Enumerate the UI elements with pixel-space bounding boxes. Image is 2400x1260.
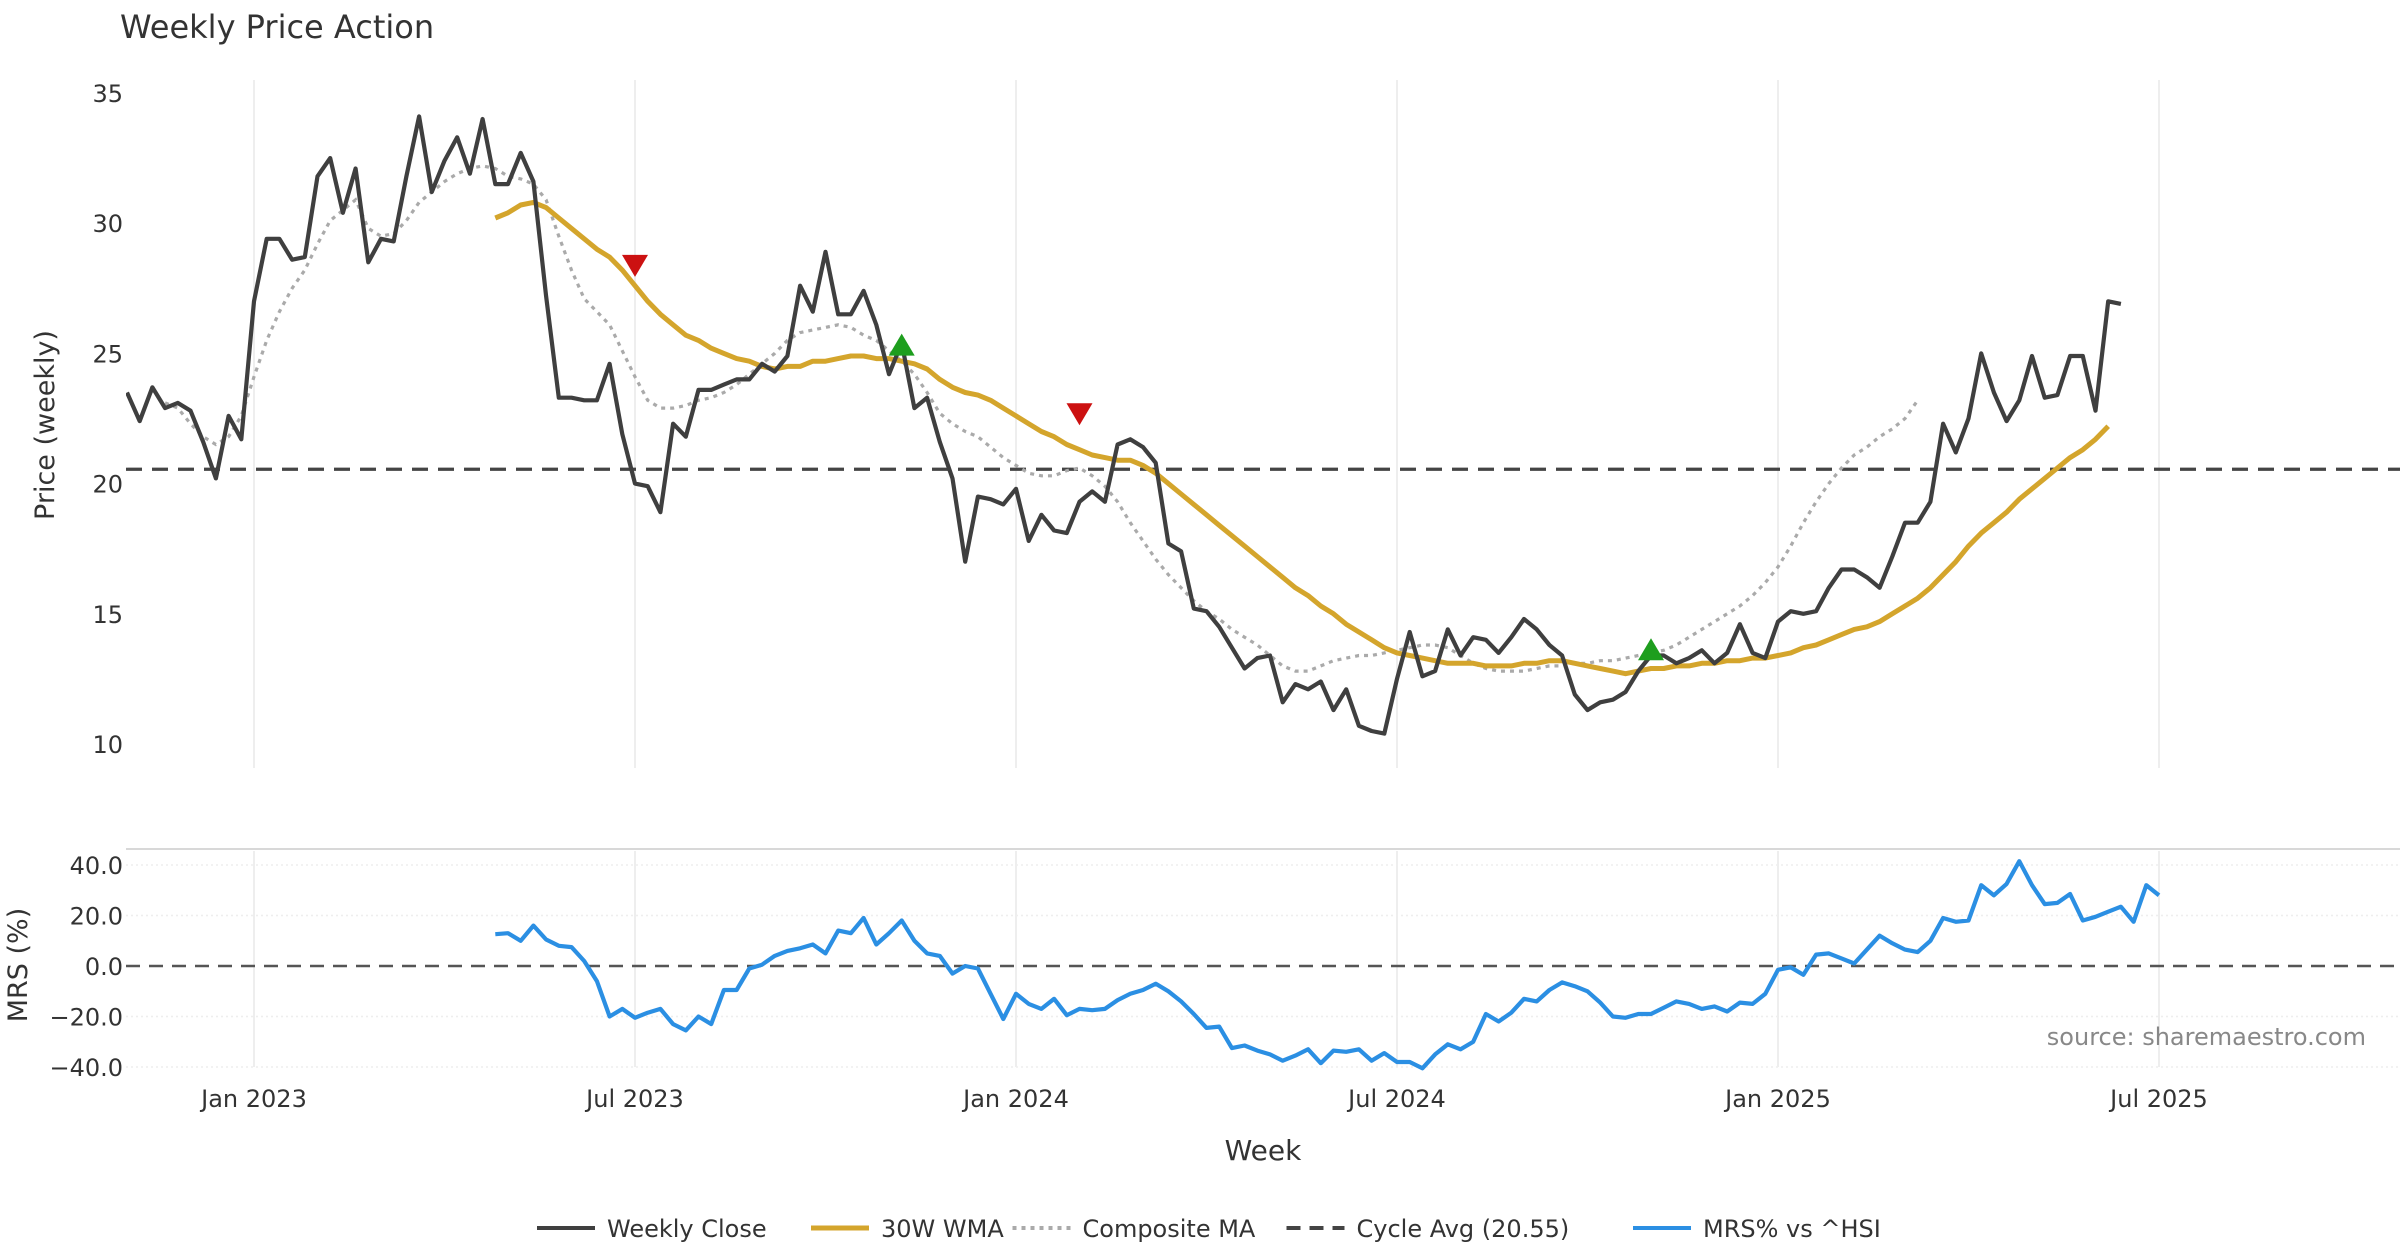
- price-y-ticks: 10 15 20 25 30 35: [92, 80, 123, 759]
- legend-item: MRS% vs ^HSI: [1633, 1215, 1881, 1243]
- x-tick-label: Jul 2024: [1346, 1085, 1446, 1113]
- composite-ma-line: [164, 164, 1920, 673]
- wma-30w-line: [494, 199, 2110, 677]
- mrs-line: [495, 859, 2161, 1071]
- mrs-y-tick-label: −40.0: [49, 1054, 123, 1082]
- legend-item: Weekly Close: [537, 1215, 767, 1243]
- price-y-tick-label: 30: [92, 210, 123, 238]
- legend-label: MRS% vs ^HSI: [1703, 1215, 1881, 1243]
- x-axis-label: Week: [1225, 1134, 1302, 1167]
- legend: Weekly Close 30W WMA Composite MA Cycle Avg…: [537, 1215, 1881, 1243]
- mrs-y-ticks: 40.0 20.0 0.0 −20.0 −40.0: [49, 852, 123, 1082]
- source-label: source: sharemaestro.com: [2047, 1023, 2366, 1051]
- mrs-y-tick-label: −20.0: [49, 1004, 123, 1032]
- sell-signal-marker: [1066, 403, 1093, 426]
- mrs-panel-grid: [126, 851, 2400, 1068]
- x-tick-label: Jan 2024: [961, 1085, 1069, 1113]
- legend-label: 30W WMA: [881, 1215, 1004, 1243]
- price-y-axis-label: Price (weekly): [30, 330, 61, 520]
- x-tick-label: Jul 2025: [2108, 1085, 2208, 1113]
- legend-label: Cycle Avg (20.55): [1357, 1215, 1570, 1243]
- price-y-tick-label: 35: [92, 80, 123, 108]
- legend-label: Composite MA: [1083, 1215, 1256, 1243]
- weekly-close-line: [126, 114, 2122, 736]
- legend-item: Composite MA: [1012, 1215, 1256, 1243]
- x-tick-label: Jul 2023: [584, 1085, 684, 1113]
- price-y-tick-label: 25: [92, 340, 123, 368]
- signal-markers: [622, 254, 1664, 661]
- price-y-tick-label: 15: [92, 601, 123, 629]
- mrs-y-tick-label: 0.0: [85, 953, 123, 981]
- x-axis-ticks: Jan 2023 Jul 2023 Jan 2024 Jul 2024 Jan 2025…: [199, 1085, 2208, 1113]
- sell-signal-marker: [622, 254, 648, 277]
- x-tick-label: Jan 2023: [199, 1085, 307, 1113]
- price-y-tick-label: 10: [92, 731, 123, 759]
- buy-signal-marker: [888, 333, 915, 356]
- legend-label: Weekly Close: [607, 1215, 767, 1243]
- chart-title: Weekly Price Action: [120, 8, 434, 46]
- mrs-y-tick-label: 40.0: [70, 852, 123, 880]
- mrs-y-axis-label: MRS (%): [3, 908, 34, 1023]
- price-panel-grid: [253, 80, 2160, 768]
- price-y-tick-label: 20: [92, 471, 123, 499]
- x-tick-label: Jan 2025: [1723, 1085, 1831, 1113]
- legend-item: 30W WMA: [811, 1215, 1004, 1243]
- mrs-y-tick-label: 20.0: [70, 903, 123, 931]
- mrs-series-group: [126, 859, 2400, 1071]
- buy-signal-marker: [1638, 638, 1664, 661]
- price-series-group: [126, 114, 2400, 736]
- legend-item: Cycle Avg (20.55): [1286, 1215, 1570, 1243]
